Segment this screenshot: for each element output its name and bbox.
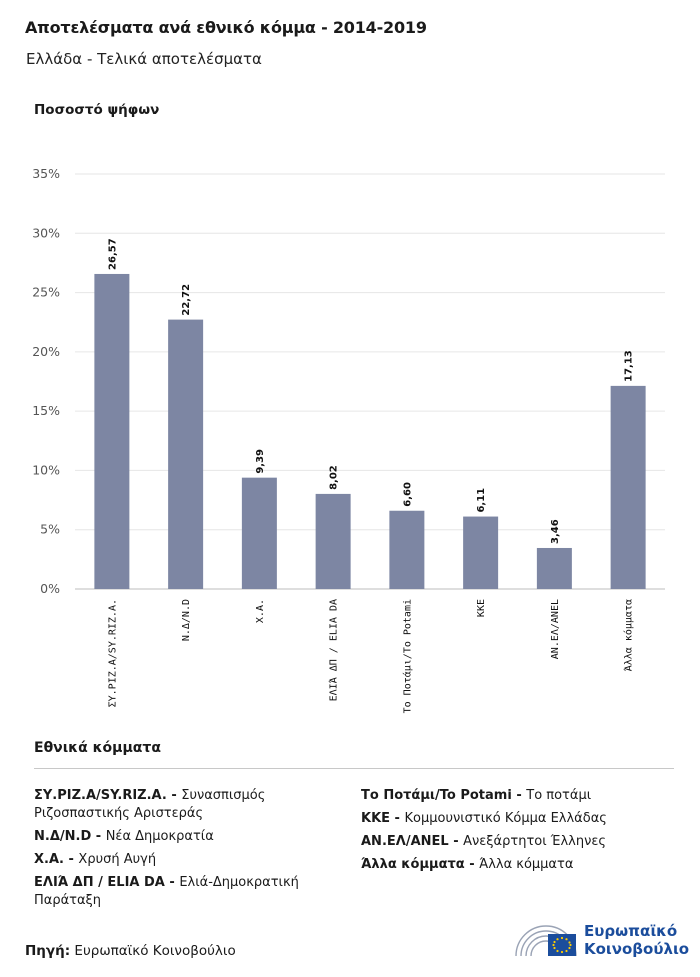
bar-chart: 0% 5% 10% 15% 20% 25% 30% 35% 26,57 22,72 9,39 8,0… xyxy=(32,166,665,713)
bar[interactable] xyxy=(168,319,204,589)
value-label: 6,11 xyxy=(476,488,487,513)
legend-title: Εθνικά κόμματα xyxy=(34,740,161,756)
x-axis-labels: ΣΥ.ΡΙΖ.Α/SY.RIZ.A. Ν.Δ/N.D Χ.Α. ΕΛΙΆ ΔΠ / E… xyxy=(107,599,634,713)
logo-line-1: Ευρωπαϊκό xyxy=(584,922,678,940)
bar[interactable] xyxy=(241,477,277,589)
y-tick-label: 5% xyxy=(40,522,60,537)
x-tick-label: Το Ποτάμι/To Potami xyxy=(401,599,413,713)
x-tick-label: ΑΝ.ΕΛ/ANEL xyxy=(550,599,561,659)
legend-name: Νέα Δημοκρατία xyxy=(105,829,214,844)
grid-lines xyxy=(75,173,665,590)
y-tick-label: 35% xyxy=(32,166,60,181)
y-tick-label: 30% xyxy=(32,225,60,240)
legend-abbr: ΣΥ.ΡΙΖ.Α/SY.RIZ.A. - xyxy=(34,788,182,803)
legend-item: ΣΥ.ΡΙΖ.Α/SY.RIZ.A. - Συνασπισμός Ριζοσπα… xyxy=(34,787,352,823)
legend-divider xyxy=(34,768,674,769)
legend-abbr: ΚΚΕ - xyxy=(361,811,405,826)
page-subtitle: Ελλάδα - Τελικά αποτελέσματα xyxy=(26,50,262,68)
value-label: 17,13 xyxy=(624,350,635,382)
y-tick-label: 0% xyxy=(40,581,60,596)
value-labels: 26,57 22,72 9,39 8,02 6,60 6,11 3,46 17,13 xyxy=(107,238,634,544)
legend-item: Χ.Α. - Χρυσή Αυγή xyxy=(34,851,352,869)
bars xyxy=(94,273,646,589)
legend-name: Ελιά-Δημοκρατική Παράταξη xyxy=(34,875,299,908)
source-value: Ευρωπαϊκό Κοινοβούλιο xyxy=(74,943,236,959)
legend-name: Συνασπισμός Ριζοσπαστικής Αριστεράς xyxy=(34,788,266,821)
legend-item: Το Ποτάμι/To Potami - Το ποτάμι xyxy=(361,787,681,805)
legend-item: Άλλα κόμματα - Άλλα κόμματα xyxy=(361,856,681,874)
legend-abbr: ΑΝ.ΕΛ/ANEL - xyxy=(361,834,464,849)
source-note: Πηγή: Ευρωπαϊκό Κοινοβούλιο xyxy=(25,943,236,959)
logo-line-2: Κοινοβούλιο xyxy=(584,940,690,958)
legend-column-left: ΣΥ.ΡΙΖ.Α/SY.RIZ.A. - Συνασπισμός Ριζοσπα… xyxy=(34,787,352,915)
legend-abbr: Ν.Δ/N.D - xyxy=(34,829,106,844)
y-tick-label: 25% xyxy=(32,285,60,300)
legend-name: Ανεξάρτητοι Έλληνες xyxy=(463,834,606,849)
value-label: 26,57 xyxy=(107,238,118,270)
legend-name: Χρυσή Αυγή xyxy=(78,852,157,867)
x-tick-label: Άλλα κόμματα xyxy=(623,599,635,671)
legend-column-right: Το Ποτάμι/To Potami - Το ποτάμι ΚΚΕ - Κομ… xyxy=(361,787,681,879)
source-label: Πηγή: xyxy=(25,943,71,959)
legend-item: ΑΝ.ΕΛ/ANEL - Ανεξάρτητοι Έλληνες xyxy=(361,833,681,851)
legend-abbr: Χ.Α. - xyxy=(34,852,79,867)
parliament-logo-icon xyxy=(515,925,577,957)
value-label: 8,02 xyxy=(329,465,340,490)
y-tick-label: 20% xyxy=(32,344,60,359)
x-tick-label: ΚΚΕ xyxy=(476,599,487,617)
bar[interactable] xyxy=(315,493,351,589)
x-tick-label: ΕΛΙΆ ΔΠ / ELIA DA xyxy=(328,599,340,701)
bar[interactable] xyxy=(94,273,130,589)
value-label: 22,72 xyxy=(181,284,192,316)
legend-abbr: Άλλα κόμματα - xyxy=(361,857,480,872)
bar[interactable] xyxy=(536,547,572,589)
value-label: 9,39 xyxy=(255,449,266,474)
x-tick-label: ΣΥ.ΡΙΖ.Α/SY.RIZ.A. xyxy=(107,599,118,707)
legend-abbr: ΕΛΙΆ ΔΠ / ELIA DA - xyxy=(34,875,180,890)
legend-item: Ν.Δ/N.D - Νέα Δημοκρατία xyxy=(34,828,352,846)
page-title: Αποτελέσματα ανά εθνικό κόμμα - 2014-201… xyxy=(25,18,427,37)
x-tick-label: Χ.Α. xyxy=(255,599,266,623)
legend-item: ΚΚΕ - Κομμουνιστικό Κόμμα Ελλάδας xyxy=(361,810,681,828)
bar[interactable] xyxy=(463,516,499,589)
value-label: 3,46 xyxy=(550,519,561,544)
legend-name: Άλλα κόμματα xyxy=(479,857,574,872)
logo-text: Ευρωπαϊκό Κοινοβούλιο xyxy=(584,922,689,958)
y-axis-ticks: 0% 5% 10% 15% 20% 25% 30% 35% xyxy=(32,166,60,596)
value-label: 6,60 xyxy=(402,482,413,507)
legend-name: Το ποτάμι xyxy=(526,788,592,803)
legend-name: Κομμουνιστικό Κόμμα Ελλάδας xyxy=(404,811,607,826)
y-tick-label: 10% xyxy=(32,462,60,477)
bar[interactable] xyxy=(610,385,646,589)
bar[interactable] xyxy=(389,510,425,589)
y-axis-label: Ποσοστό ψήφων xyxy=(34,102,160,118)
x-tick-label: Ν.Δ/N.D xyxy=(181,599,192,641)
ep-logo[interactable]: Ευρωπαϊκό Κοινοβούλιο xyxy=(514,918,689,964)
y-tick-label: 15% xyxy=(32,403,60,418)
legend-item: ΕΛΙΆ ΔΠ / ELIA DA - Ελιά-Δημοκρατική Παρ… xyxy=(34,874,352,910)
legend-abbr: Το Ποτάμι/To Potami - xyxy=(361,788,527,803)
